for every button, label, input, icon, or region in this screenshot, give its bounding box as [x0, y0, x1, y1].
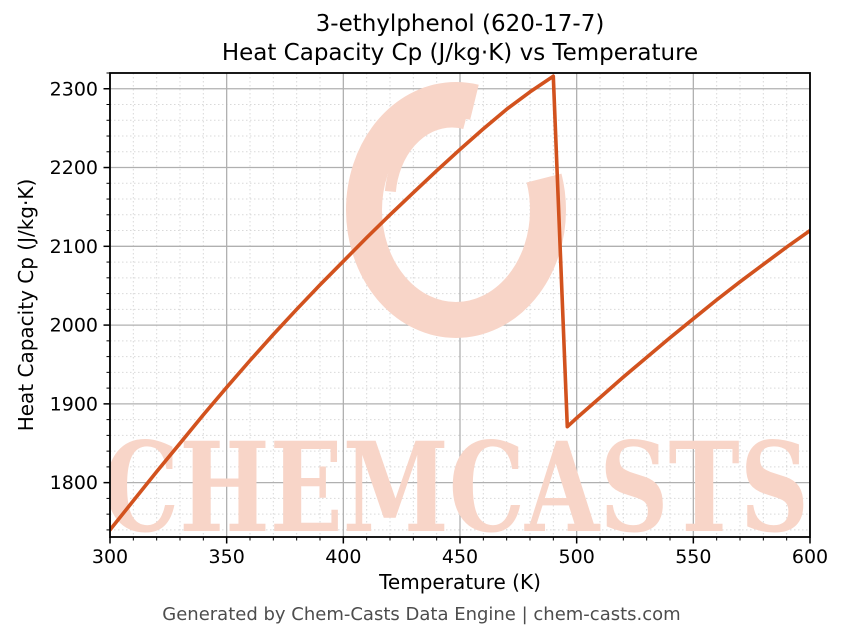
- y-tick-label: 1900: [50, 393, 98, 415]
- y-tick-label: 2000: [50, 315, 98, 337]
- y-tick-label: 1800: [50, 472, 98, 494]
- chart-title-line1: 3-ethylphenol (620-17-7): [315, 11, 605, 37]
- x-axis-label: Temperature (K): [379, 570, 541, 594]
- minor-tick-marks: [106, 72, 788, 541]
- chart-title: 3-ethylphenol (620-17-7) Heat Capacity C…: [110, 10, 810, 69]
- y-tick-label: 2100: [50, 236, 98, 258]
- x-tick-label: 500: [559, 546, 595, 568]
- chemcasts-watermark: CHEMCASTS: [103, 82, 809, 561]
- y-tick-labels: 1800 1900 2000 2100 2200 2300: [50, 78, 98, 494]
- x-tick-label: 400: [325, 546, 361, 568]
- footer-text: Generated by Chem-Casts Data Engine | ch…: [162, 604, 681, 625]
- y-tick-label: 2200: [50, 157, 98, 179]
- x-tick-labels: 300 350 400 450 500 550 600: [92, 546, 828, 568]
- x-tick-label: 450: [442, 546, 478, 568]
- watermark-text: CHEMCASTS: [103, 416, 809, 561]
- watermark-swirl-icon: [384, 116, 520, 284]
- x-tick-label: 350: [209, 546, 245, 568]
- x-tick-label: 600: [792, 546, 828, 568]
- x-tick-label: 550: [675, 546, 711, 568]
- y-axis-label: Heat Capacity Cp (J/kg·K): [14, 178, 38, 432]
- chart-title-line2: Heat Capacity Cp (J/kg·K) vs Temperature: [221, 40, 699, 67]
- y-tick-label: 2300: [50, 78, 98, 100]
- watermark-ring-icon: [346, 82, 566, 338]
- major-tick-marks: [103, 88, 811, 544]
- x-tick-label: 300: [92, 546, 128, 568]
- cp-data-line: [110, 74, 810, 532]
